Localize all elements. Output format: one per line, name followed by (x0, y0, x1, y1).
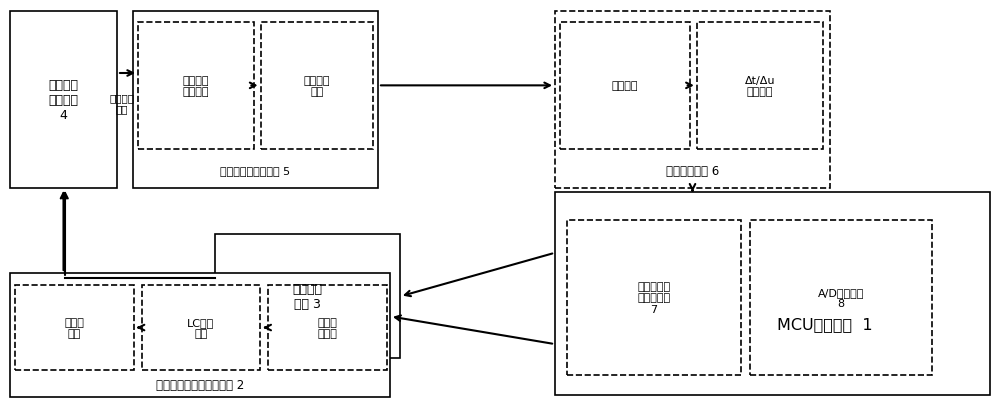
FancyBboxPatch shape (555, 192, 990, 395)
Text: A/D转换电路
8: A/D转换电路 8 (818, 287, 864, 309)
Text: 带通滤波
放大电路: 带通滤波 放大电路 (182, 75, 209, 97)
Text: 鉴相电路: 鉴相电路 (612, 81, 638, 91)
Text: 鉴相积分单元 6: 鉴相积分单元 6 (666, 164, 719, 177)
FancyBboxPatch shape (260, 23, 373, 149)
Text: 磁环变
压器: 磁环变 压器 (64, 317, 84, 339)
Text: 收发切换
单元 3: 收发切换 单元 3 (292, 283, 322, 311)
Text: Δt/Δu
积分电路: Δt/Δu 积分电路 (745, 75, 775, 97)
FancyBboxPatch shape (10, 12, 117, 188)
FancyBboxPatch shape (697, 23, 823, 149)
FancyBboxPatch shape (133, 12, 378, 188)
Text: 超声回波
信号: 超声回波 信号 (110, 92, 134, 114)
FancyBboxPatch shape (555, 12, 830, 188)
FancyBboxPatch shape (268, 286, 387, 370)
Text: 单脉冲信号发射驱动单元 2: 单脉冲信号发射驱动单元 2 (156, 378, 244, 391)
FancyBboxPatch shape (567, 221, 741, 375)
FancyBboxPatch shape (560, 23, 690, 149)
Text: LC滤波
电路: LC滤波 电路 (187, 317, 215, 339)
FancyBboxPatch shape (15, 286, 134, 370)
Text: 标准时间信
号产生单元
7: 标准时间信 号产生单元 7 (637, 281, 671, 314)
FancyBboxPatch shape (142, 286, 260, 370)
Text: 比较整形
电路: 比较整形 电路 (304, 75, 330, 97)
Text: 超声波信号处理单元 5: 超声波信号处理单元 5 (220, 166, 291, 176)
FancyBboxPatch shape (10, 273, 390, 397)
FancyBboxPatch shape (138, 23, 254, 149)
FancyBboxPatch shape (750, 221, 932, 375)
Text: 数字延
时电路: 数字延 时电路 (318, 317, 338, 339)
FancyBboxPatch shape (215, 235, 400, 358)
Text: MCU控制单元  1: MCU控制单元 1 (777, 317, 873, 331)
Text: 双超声波
换能器组
4: 双超声波 换能器组 4 (48, 79, 78, 122)
